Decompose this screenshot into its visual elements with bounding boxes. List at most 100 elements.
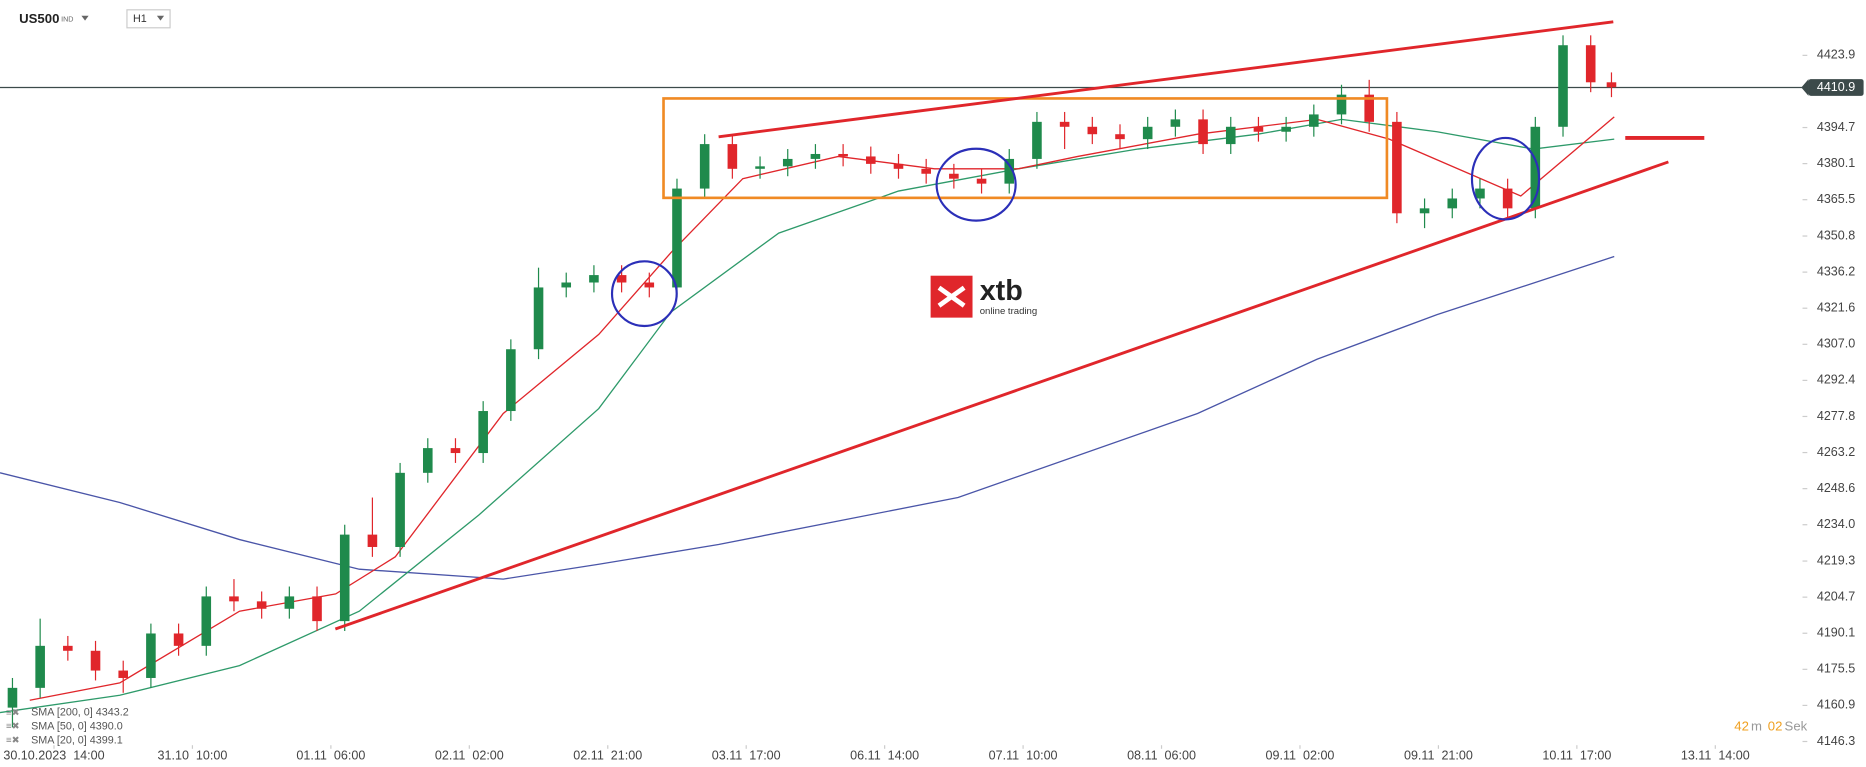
y-tick-label: 4336.2: [1817, 264, 1855, 278]
y-tick-label: 4248.6: [1817, 481, 1855, 495]
range-box: [662, 97, 1389, 200]
candle-body: [450, 448, 461, 454]
legend-entry: SMA [200, 0] 4343.2: [31, 707, 129, 719]
sma-line: [0, 255, 1615, 580]
timer-seconds: 02: [1768, 719, 1783, 734]
candle-body: [893, 163, 904, 169]
candle-body: [1032, 121, 1042, 159]
current-price-box: [1808, 79, 1864, 96]
y-tick-label: 4219.3: [1817, 553, 1855, 567]
timer-minutes: 42: [1734, 719, 1749, 734]
timeframe-box[interactable]: [126, 9, 171, 29]
x-tick-label: 13.11 14:00: [1681, 748, 1750, 762]
candle-body: [949, 173, 959, 179]
x-tick-label: 07.11 10:00: [989, 748, 1058, 762]
candle-body: [921, 168, 931, 174]
candle-body: [1225, 126, 1236, 145]
legend-icon: ≡✖: [6, 707, 20, 718]
x-tick-label: 06.11 14:00: [850, 748, 919, 762]
candle-body: [201, 596, 212, 646]
candle-body: [1336, 94, 1347, 115]
candle-body: [284, 596, 295, 609]
y-tick-label: 4307.0: [1817, 337, 1855, 351]
candle-body: [90, 650, 101, 671]
trend-line-upper: [718, 20, 1614, 139]
x-tick-label: 09.11 02:00: [1266, 748, 1335, 762]
y-tick-label: 4190.1: [1817, 626, 1855, 640]
candle-body: [782, 158, 793, 167]
candle-body: [63, 645, 73, 651]
candle-body: [506, 349, 516, 412]
timer-minutes-unit: m: [1751, 719, 1762, 734]
candle-body: [727, 144, 738, 169]
candle-body: [755, 166, 765, 169]
highlight-circle: [610, 260, 678, 328]
candle-body: [367, 534, 378, 547]
candle-body: [395, 472, 405, 547]
candle-body: [256, 601, 267, 609]
candle-body: [7, 687, 18, 708]
logo: xtb online trading: [930, 275, 1037, 318]
x-tick-label: 08.11 06:00: [1127, 748, 1196, 762]
y-tick-label: 4365.5: [1817, 192, 1855, 206]
candle-body: [589, 275, 599, 283]
timeframe[interactable]: H1: [133, 13, 147, 25]
candle-body: [1170, 119, 1181, 127]
candle-body: [1309, 114, 1319, 127]
highlight-circle: [935, 147, 1017, 222]
y-tick-label: 4146.3: [1817, 734, 1855, 748]
drawings: [334, 20, 1705, 631]
legend-icon: ≡✖: [6, 721, 20, 732]
candle-body: [1004, 158, 1015, 184]
y-tick-label: 4204.7: [1817, 589, 1855, 603]
timer-seconds-unit: Sek: [1785, 719, 1808, 734]
y-tick-label: 4423.9: [1817, 48, 1855, 62]
x-tick-label: 30.10.2023 14:00: [3, 748, 104, 762]
candle-body: [1198, 119, 1208, 145]
y-tick-label: 4321.6: [1817, 301, 1855, 315]
y-tick-label: 4394.7: [1817, 120, 1855, 134]
candle-body: [1558, 45, 1568, 127]
candle-body: [672, 188, 682, 288]
candle-body: [118, 670, 129, 678]
dropdown-arrow[interactable]: [81, 15, 89, 21]
candle-body: [1142, 126, 1153, 140]
logo-text: xtb: [980, 275, 1023, 307]
current-price-label: 4410.9: [1817, 80, 1855, 94]
candle-body: [478, 411, 488, 454]
y-tick-label: 4350.8: [1817, 228, 1855, 242]
symbol[interactable]: US500: [19, 11, 59, 26]
logo-x: [937, 285, 966, 308]
candle-body: [339, 534, 350, 622]
candle-body: [533, 287, 544, 350]
sma-line: [29, 116, 1615, 701]
y-tick-label: 4292.4: [1817, 373, 1855, 387]
candle-body: [1530, 126, 1541, 209]
candle-body: [1364, 94, 1374, 122]
y-tick-label: 4380.1: [1817, 156, 1855, 170]
y-tick-label: 4175.5: [1817, 662, 1855, 676]
dropdown-arrow[interactable]: [156, 15, 165, 21]
x-tick-label: 02.11 02:00: [435, 748, 504, 762]
candle-body: [616, 275, 627, 283]
candle-body: [1419, 208, 1430, 214]
candle-body: [1606, 82, 1617, 88]
current-price-pointer: [1801, 79, 1809, 96]
candle-body: [312, 596, 322, 622]
y-tick-label: 4263.2: [1817, 445, 1855, 459]
legend-icon: ≡✖: [6, 735, 20, 746]
candle-body: [229, 596, 239, 602]
plot-area: 4423.9 4394.7 4380.1 4365.5 4350.8 4336.2 4321…: [0, 35, 1864, 762]
x-tick-label: 31.10 10:00: [158, 748, 228, 762]
candle-body: [644, 282, 655, 288]
x-tick-label: 10.11 17:00: [1542, 748, 1611, 762]
candle-body: [1059, 121, 1070, 127]
candle-body: [838, 153, 848, 157]
candle-body: [699, 144, 710, 189]
legend-entry: SMA [20, 0] 4399.1: [31, 734, 123, 746]
y-tick-label: 4160.9: [1817, 698, 1855, 712]
candle-body: [1475, 188, 1485, 199]
candle-body: [1253, 126, 1264, 132]
